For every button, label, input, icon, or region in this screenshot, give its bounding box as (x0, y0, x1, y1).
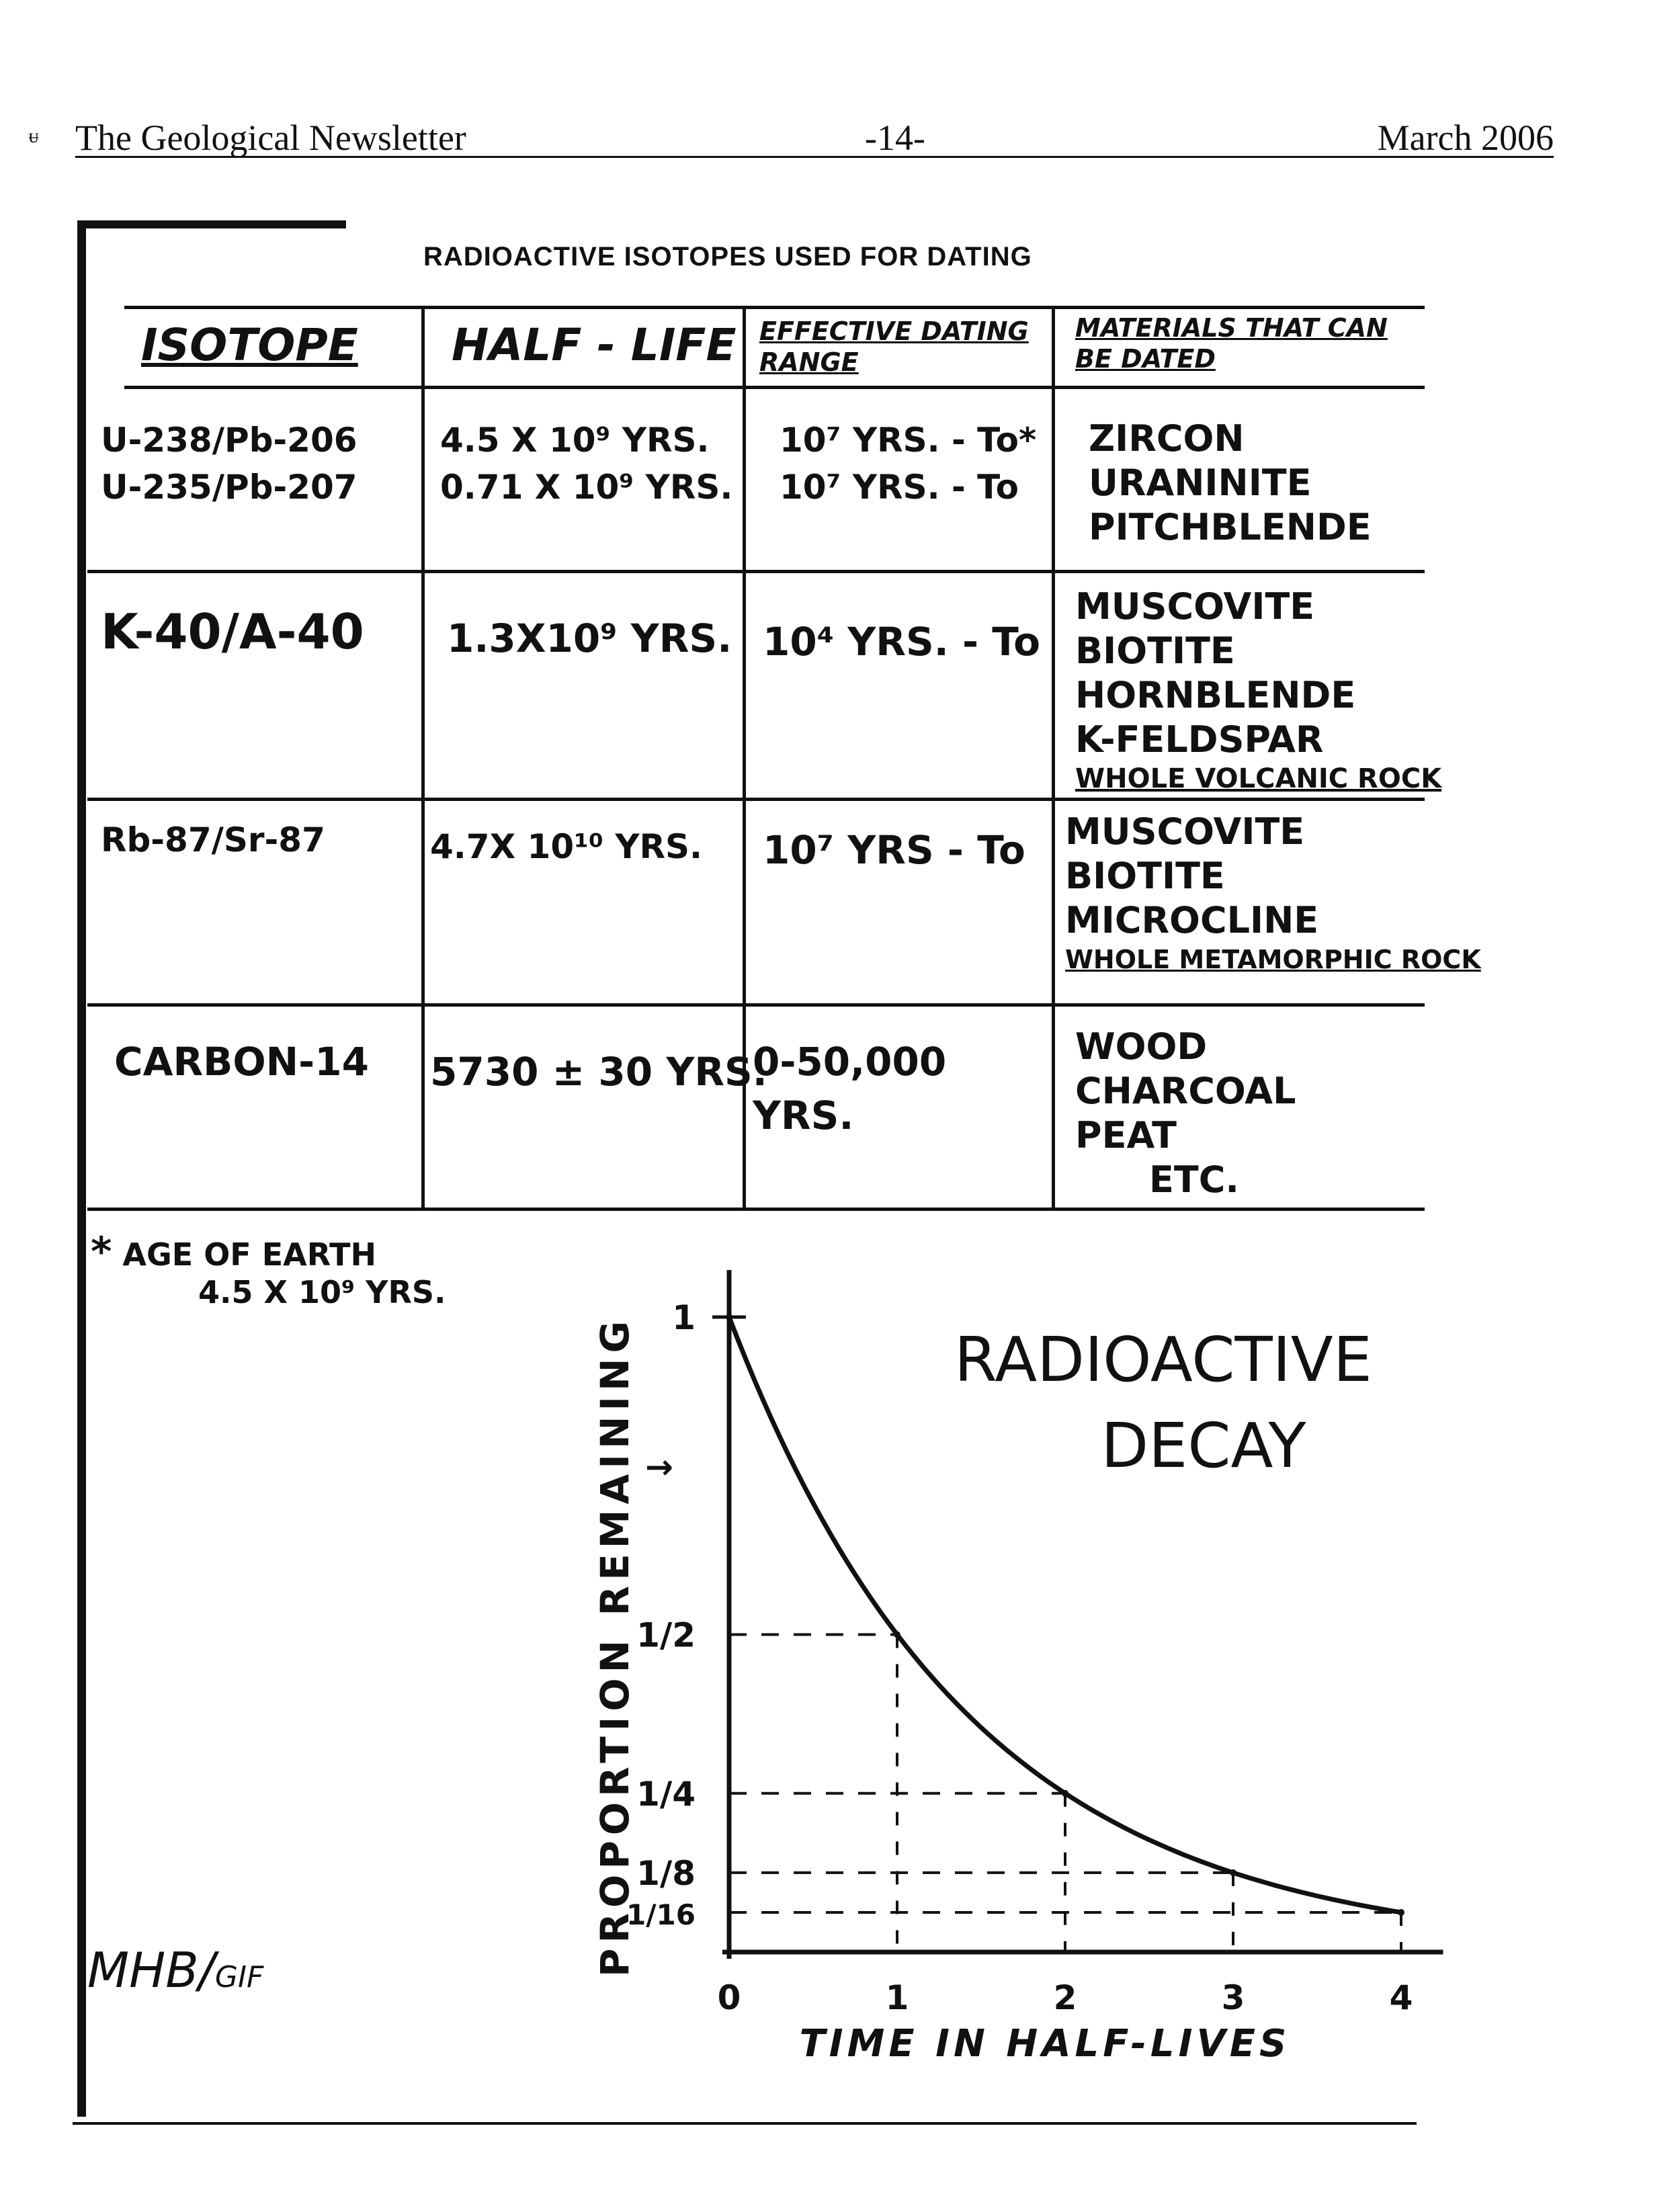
material-item: K-FELDSPAR (1075, 718, 1324, 761)
x-tick-label: 3 (1222, 1978, 1245, 2017)
row-carbon-range: 0-50,000 YRS. (753, 1039, 947, 1138)
frame-left-line (77, 228, 86, 2117)
y-axis-label: PROPORTION REMAINING (592, 1316, 638, 1977)
row-rubidium-range: 10⁷ YRS - To (763, 827, 1025, 873)
row-carbon-half-life: 5730 ± 30 YRS. (430, 1049, 767, 1095)
header-mark-icon: ᵾ (28, 125, 40, 147)
material-item: MUSCOVITE (1075, 585, 1315, 628)
dating-range-value: 10⁷ YRS. - To (780, 468, 1019, 507)
row-rubidium-half-life: 4.7X 10¹⁰ YRS. (430, 827, 703, 866)
material-item: CHARCOAL (1075, 1070, 1296, 1112)
signature-main: MHB/ (87, 1942, 215, 1998)
page-header: ᵾ The Geological Newsletter -14- March 2… (28, 113, 1554, 160)
material-item: BIOTITE (1065, 855, 1225, 897)
col-header-materials: MATERIALS THAT CAN BE DATED (1075, 313, 1388, 374)
row-potassium-materials: MUSCOVITE BIOTITE HORNBLENDE K-FELDSPAR … (1075, 585, 1441, 796)
age-of-earth-note: * AGE OF EARTH 4.5 X 10⁹ YRS. (91, 1232, 446, 1311)
row-uranium-ranges: 10⁷ YRS. - To* 10⁷ YRS. - To (780, 417, 1036, 511)
col-header-dating-range: EFFECTIVE DATING RANGE (759, 316, 1029, 377)
isotope-name: U-235/Pb-207 (101, 468, 358, 507)
x-axis-label: TIME IN HALF-LIVES (800, 2022, 1291, 2066)
row-carbon-materials: WOOD CHARCOAL PEAT ETC. (1075, 1025, 1296, 1202)
signature: MHB/GIF (87, 1942, 263, 1998)
isotope-name: U-238/Pb-206 (101, 421, 358, 460)
frame-top-line (77, 220, 346, 228)
x-tick-label: 4 (1390, 1978, 1413, 2017)
data-point (1062, 1789, 1068, 1797)
material-item: WOOD (1075, 1025, 1208, 1068)
row-rubidium-isotope: Rb-87/Sr-87 (101, 820, 325, 859)
y-tick-label: 1/4 (636, 1775, 696, 1814)
issue-date: March 2006 (1377, 118, 1554, 158)
signature-sub: GIF (214, 1960, 264, 1994)
material-item: WHOLE VOLCANIC ROCK (1075, 763, 1442, 794)
col-header-isotope: ISOTOPE (141, 319, 358, 371)
material-item: PEAT (1075, 1114, 1177, 1156)
material-item: ZIRCON (1089, 417, 1245, 460)
row-uranium-isotopes: U-238/Pb-206 U-235/Pb-207 (101, 417, 358, 511)
data-point (1230, 1869, 1236, 1876)
material-item: MUSCOVITE (1065, 810, 1305, 853)
x-tick-label: 1 (886, 1978, 909, 2017)
chart-title-line-2: DECAY (1101, 1410, 1306, 1482)
table-line (87, 798, 1425, 801)
material-item: BIOTITE (1075, 630, 1235, 672)
asterisk-icon: * (91, 1228, 112, 1275)
table-line (124, 386, 1425, 389)
page-number: -14- (865, 118, 925, 158)
row-potassium-range: 10⁴ YRS. - To (763, 619, 1040, 665)
row-potassium-isotope: K-40/A-40 (101, 603, 364, 660)
x-tick-label: 2 (1054, 1978, 1077, 2017)
material-item: WHOLE METAMORPHIC ROCK (1065, 945, 1481, 974)
table-line (1052, 306, 1055, 1208)
chart-title-line-1: RADIOACTIVE (954, 1324, 1372, 1396)
material-item: ETC. (1149, 1158, 1239, 1201)
dating-range-value: 10⁷ YRS. - To* (780, 421, 1037, 460)
data-point (726, 1314, 732, 1320)
y-tick-label: 1/2 (636, 1616, 696, 1655)
material-item: MICROCLINE (1065, 899, 1319, 941)
y-tick-label: 1 (672, 1298, 696, 1337)
y-tick-label: 1/16 (626, 1898, 696, 1931)
row-uranium-materials: ZIRCON URANINITE PITCHBLENDE (1089, 417, 1372, 550)
row-carbon-isotope: CARBON-14 (114, 1039, 369, 1085)
table-line (87, 570, 1425, 573)
bottom-rule (73, 2122, 1417, 2125)
x-tick-label: 0 (718, 1978, 741, 2017)
table-line (87, 1208, 1425, 1211)
table-line (743, 306, 746, 1208)
table-line (421, 306, 425, 1208)
note-line-2: 4.5 X 10⁹ YRS. (198, 1274, 446, 1310)
material-item: HORNBLENDE (1075, 674, 1356, 716)
y-axis-arrow-icon: → (645, 1447, 673, 1486)
table-title: RADIOACTIVE ISOTOPES USED FOR DATING (423, 242, 1032, 271)
header-rule (75, 156, 1554, 158)
data-point (1398, 1908, 1404, 1916)
table-line (124, 306, 1425, 309)
chart-title: RADIOACTIVE DECAY (954, 1317, 1372, 1489)
half-life-value: 4.5 X 10⁹ YRS. (440, 421, 710, 460)
data-point (894, 1631, 900, 1638)
material-item: URANINITE (1089, 462, 1312, 504)
y-tick-label: 1/8 (636, 1854, 696, 1893)
note-line-1: AGE OF EARTH (122, 1236, 376, 1273)
half-life-value: 0.71 X 10⁹ YRS. (440, 468, 733, 507)
row-uranium-half-lives: 4.5 X 10⁹ YRS. 0.71 X 10⁹ YRS. (440, 417, 732, 511)
row-potassium-half-life: 1.3X10⁹ YRS. (447, 616, 732, 661)
col-header-half-life: HALF - LIFE (452, 319, 737, 371)
newsletter-title: The Geological Newsletter (75, 118, 466, 158)
material-item: PITCHBLENDE (1089, 506, 1372, 548)
row-rubidium-materials: MUSCOVITE BIOTITE MICROCLINE WHOLE METAM… (1065, 810, 1481, 976)
table-line (87, 1003, 1425, 1007)
